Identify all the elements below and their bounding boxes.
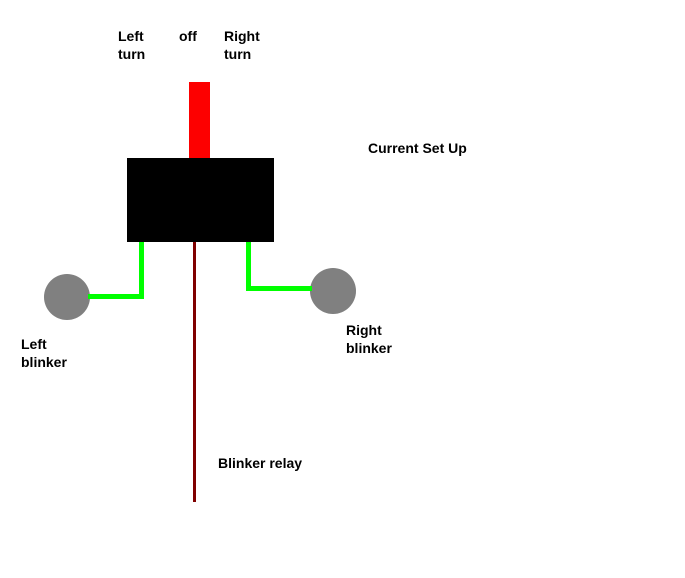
label-left-blinker: Left blinker (21, 336, 67, 371)
right-blinker-bulb (310, 268, 356, 314)
switch-body (127, 158, 274, 242)
label-off: off (179, 28, 197, 46)
label-blinker-relay: Blinker relay (218, 455, 302, 473)
switch-lever (189, 82, 210, 158)
relay-wire (193, 242, 196, 502)
label-right-turn: Right turn (224, 28, 260, 63)
left-wire-vertical (139, 242, 144, 299)
right-wire-horizontal (246, 286, 312, 291)
diagram-stage: Left turn off Right turn Current Set Up … (0, 0, 685, 578)
label-left-turn: Left turn (118, 28, 145, 63)
left-blinker-bulb (44, 274, 90, 320)
label-right-blinker: Right blinker (346, 322, 392, 357)
left-wire-horizontal (88, 294, 144, 299)
diagram-title: Current Set Up (368, 140, 467, 158)
right-wire-vertical (246, 242, 251, 291)
